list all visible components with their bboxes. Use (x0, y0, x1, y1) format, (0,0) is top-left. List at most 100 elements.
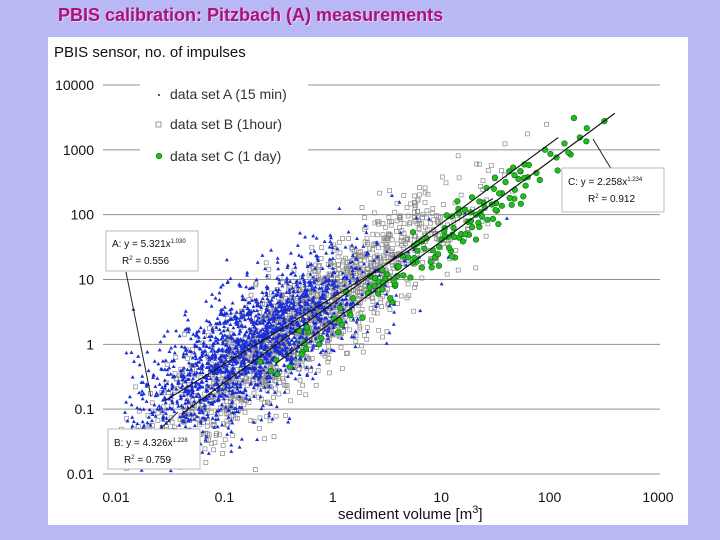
series-a-point (353, 266, 358, 270)
series-a-point (331, 286, 336, 290)
series-b-point (280, 376, 285, 382)
series-a-point (245, 343, 250, 347)
series-a-point (243, 350, 248, 355)
series-a-point (310, 376, 315, 381)
series-b-point (384, 329, 390, 334)
series-a-point (251, 334, 256, 339)
series-b-point (344, 351, 349, 356)
series-c-point (435, 251, 442, 258)
series-a-point (265, 331, 270, 336)
series-a-point (258, 388, 263, 392)
series-b-point (388, 248, 394, 254)
series-a-point (186, 399, 191, 403)
series-a-point (264, 360, 269, 364)
series-b-point (337, 250, 343, 256)
series-a-point (255, 353, 260, 358)
series-a-point (240, 297, 245, 302)
series-a-point (205, 388, 210, 393)
series-a-point (237, 355, 242, 360)
series-a-point (276, 314, 281, 319)
legend-label-a: data set A (15 min) (170, 86, 287, 102)
series-a-point (261, 317, 266, 322)
series-a-point (206, 451, 211, 455)
series-a-point (222, 311, 227, 315)
series-a-point (286, 306, 291, 310)
series-b-point (364, 336, 370, 342)
series-a-point (272, 315, 277, 320)
series-a-point (203, 403, 208, 408)
series-b-point (357, 293, 362, 299)
series-a-point (145, 349, 150, 354)
series-a-point (258, 394, 263, 399)
series-b-point (155, 410, 161, 416)
series-a-point (267, 413, 272, 418)
series-b-point (314, 293, 319, 298)
series-a-point (158, 339, 163, 344)
series-a-point (342, 313, 347, 317)
series-a-point (236, 340, 241, 345)
series-a-point (342, 325, 347, 329)
series-a-point (275, 300, 280, 305)
series-a-point (389, 193, 394, 198)
series-a-point (255, 330, 260, 335)
series-b-point (412, 193, 418, 199)
series-a-point (206, 361, 211, 365)
series-b-point (443, 180, 449, 186)
series-b-point (173, 376, 179, 382)
series-a-point (287, 279, 292, 283)
legend-label-c: data set C (1 day) (170, 148, 281, 164)
series-a-point (284, 278, 289, 282)
series-b-point (203, 438, 209, 443)
series-b-point (359, 307, 365, 312)
series-b-point (262, 379, 268, 384)
series-a-point (288, 341, 293, 345)
series-a-point (188, 417, 193, 422)
series-a-point (273, 348, 278, 353)
series-a-point (234, 309, 239, 314)
series-a-point (213, 335, 218, 339)
series-a-point (223, 386, 228, 391)
series-a-point (340, 270, 345, 275)
series-b-point (413, 281, 418, 287)
series-a-point (244, 329, 249, 334)
series-a-point (193, 344, 198, 348)
series-a-point (255, 318, 260, 323)
series-b-point (204, 423, 210, 429)
series-a-point (258, 381, 263, 385)
series-b-point (416, 218, 421, 223)
series-a-point (209, 334, 214, 338)
series-a-point (210, 343, 215, 348)
series-b-point (273, 413, 279, 419)
series-a-point (302, 284, 307, 288)
series-a-point (328, 233, 333, 237)
series-a-point (192, 412, 197, 416)
series-b-point (222, 437, 228, 443)
series-a-point (235, 350, 240, 354)
series-a-point (185, 391, 190, 396)
series-a-point (233, 351, 238, 356)
series-a-point (313, 266, 318, 270)
series-a-point (294, 338, 299, 343)
series-b-point (290, 278, 296, 284)
series-a-point (283, 345, 288, 349)
series-a-point (344, 301, 349, 306)
series-a-point (304, 365, 309, 369)
series-a-point (239, 354, 244, 359)
series-b-point (214, 431, 220, 436)
series-a-point (325, 328, 330, 332)
series-a-point (307, 297, 312, 302)
series-a-point (240, 308, 245, 313)
series-a-point (350, 268, 355, 272)
y-tick-label: 0.01 (67, 466, 94, 482)
series-a-point (312, 249, 317, 253)
series-a-point (187, 389, 192, 393)
series-a-point (279, 307, 284, 312)
series-a-point (139, 392, 144, 397)
series-b-point (451, 220, 457, 226)
series-a-point (265, 303, 270, 308)
series-a-point (212, 365, 217, 370)
series-a-point (180, 418, 185, 423)
series-a-point (168, 372, 173, 376)
series-b-point (428, 220, 433, 226)
series-a-point (258, 374, 263, 378)
